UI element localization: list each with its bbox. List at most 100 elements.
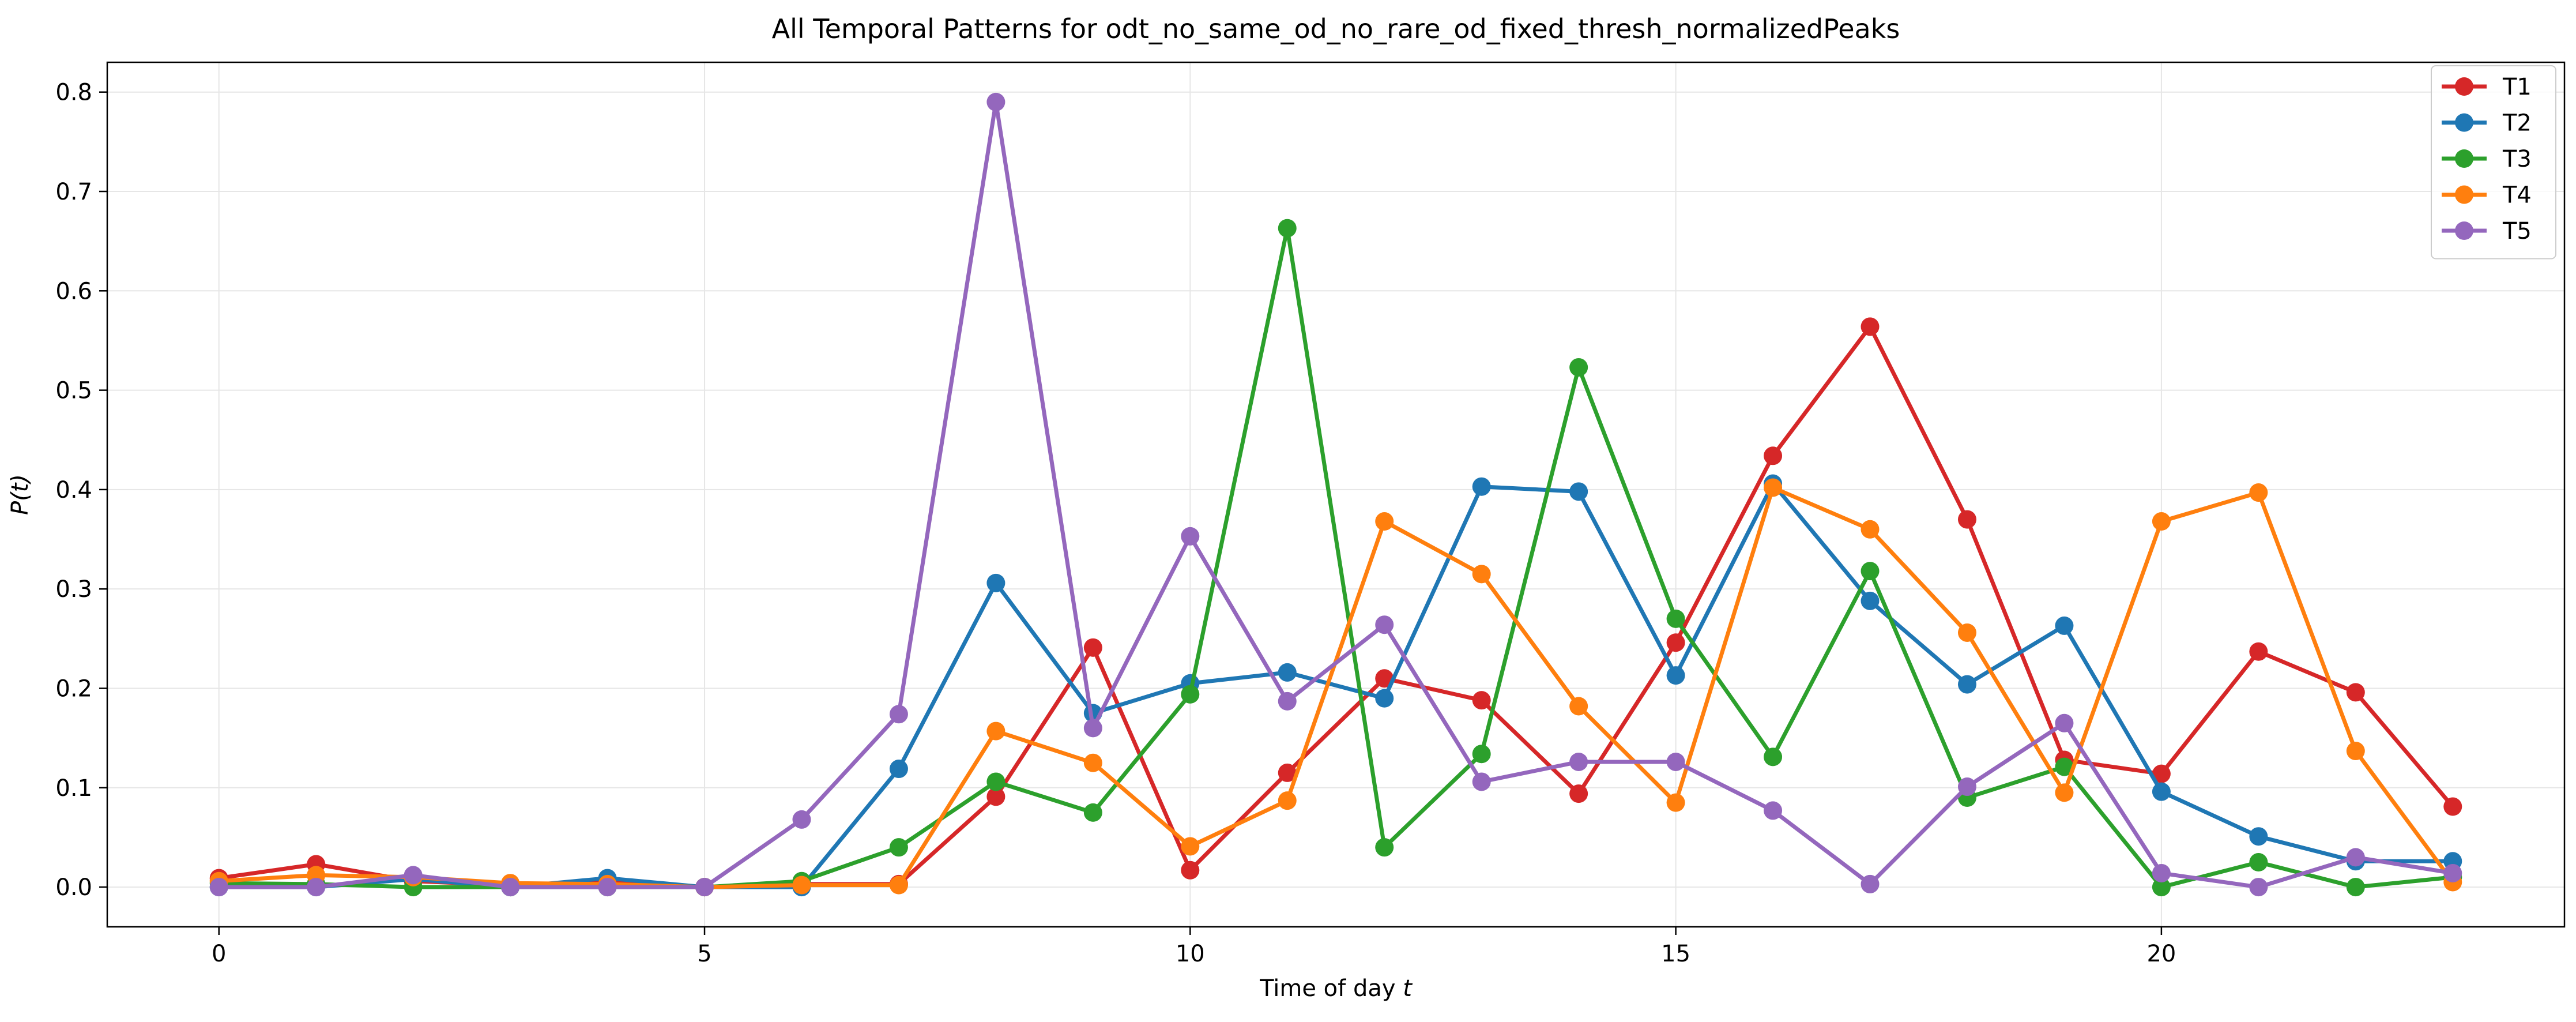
data-point: [1278, 692, 1297, 711]
data-point: [1666, 752, 1685, 771]
data-point: [1666, 666, 1685, 685]
legend: T1 T2 T3 T4 T5: [2431, 65, 2556, 260]
data-point: [1764, 478, 1783, 497]
y-tick-label: 0.5: [55, 378, 92, 404]
data-point: [2346, 742, 2365, 761]
data-point: [1957, 510, 1976, 529]
series-line-t5: [217, 100, 2455, 889]
data-point: [1375, 512, 1394, 531]
data-point: [1569, 358, 1588, 377]
chart-title: All Temporal Patterns for odt_no_same_od…: [772, 13, 1900, 44]
data-point: [2249, 827, 2268, 846]
data-point: [1472, 477, 1491, 496]
legend-marker: [2455, 221, 2473, 240]
data-point: [1278, 663, 1297, 682]
data-point: [986, 92, 1005, 111]
x-tick-label: 15: [1661, 941, 1690, 967]
data-point: [1861, 317, 1880, 336]
data-point: [2152, 863, 2171, 882]
x-axis-label: Time of day t: [1259, 975, 1413, 1002]
data-point: [2152, 782, 2171, 801]
legend-marker: [2455, 185, 2473, 204]
x-tick-label: 10: [1176, 941, 1205, 967]
legend-label: T4: [2502, 182, 2532, 209]
data-point: [1472, 691, 1491, 710]
data-point: [501, 878, 520, 897]
data-point: [1181, 861, 1200, 880]
data-point: [1861, 591, 1880, 610]
y-tick-label: 0.8: [55, 80, 92, 106]
data-point: [1666, 609, 1685, 628]
axis-ticks: 0 5 10 15 20 0.0 0.1 0.2 0.3 0.4 0.5 0.6 0.7 0.8: [55, 80, 2176, 967]
data-point: [2152, 764, 2171, 783]
data-point: [986, 722, 1005, 741]
data-point: [889, 838, 908, 857]
data-point: [1861, 874, 1880, 893]
data-point: [1666, 633, 1685, 652]
data-point: [1957, 675, 1976, 694]
data-point: [1569, 482, 1588, 501]
data-point: [1764, 801, 1783, 820]
data-point: [404, 866, 423, 885]
data-point: [2055, 713, 2074, 732]
data-point: [1083, 719, 1102, 738]
data-point: [2249, 853, 2268, 872]
data-point: [889, 705, 908, 724]
data-point: [792, 876, 811, 895]
y-tick-label: 0.2: [55, 675, 92, 702]
data-point: [889, 760, 908, 779]
data-point: [695, 878, 714, 897]
legend-label: T3: [2502, 146, 2532, 172]
legend-label: T1: [2502, 74, 2532, 100]
legend-marker: [2455, 77, 2473, 96]
data-point: [209, 878, 228, 897]
data-point: [1472, 745, 1491, 764]
data-point: [1278, 763, 1297, 782]
x-tick-label: 0: [212, 941, 226, 967]
data-point: [1375, 838, 1394, 857]
data-point: [1569, 697, 1588, 716]
legend-marker: [2455, 113, 2473, 132]
legend-item-t5: T5: [2442, 218, 2532, 245]
data-point: [2055, 757, 2074, 776]
y-tick-label: 0.1: [55, 775, 92, 802]
data-point: [792, 810, 811, 829]
data-point: [1764, 446, 1783, 465]
legend-marker: [2455, 149, 2473, 168]
series-t5: [209, 92, 2462, 897]
data-point: [2152, 878, 2171, 897]
data-point: [1278, 791, 1297, 810]
series-lines: [209, 92, 2462, 897]
x-tick-label: 5: [697, 941, 711, 967]
data-point: [1375, 689, 1394, 708]
data-point: [889, 876, 908, 895]
data-point: [2152, 512, 2171, 531]
data-point: [1375, 615, 1394, 634]
y-tick-label: 0.7: [55, 179, 92, 205]
y-tick-label: 0.6: [55, 278, 92, 305]
data-point: [1569, 784, 1588, 803]
data-point: [1181, 685, 1200, 704]
data-point: [2055, 783, 2074, 802]
data-point: [598, 878, 617, 897]
data-point: [2346, 683, 2365, 702]
x-tick-label: 20: [2146, 941, 2176, 967]
data-point: [2249, 878, 2268, 897]
legend-item-t2: T2: [2442, 110, 2532, 137]
data-point: [1375, 669, 1394, 688]
data-point: [1472, 772, 1491, 791]
data-point: [1764, 747, 1783, 766]
legend-label: T5: [2502, 218, 2532, 245]
data-point: [1569, 752, 1588, 771]
y-tick-label: 0.4: [55, 477, 92, 504]
legend-label: T2: [2502, 110, 2532, 137]
data-point: [1472, 565, 1491, 584]
data-point: [2249, 642, 2268, 661]
data-point: [1181, 837, 1200, 856]
data-point: [1861, 520, 1880, 539]
data-point: [1957, 623, 1976, 642]
series-line-t2: [217, 482, 2455, 889]
